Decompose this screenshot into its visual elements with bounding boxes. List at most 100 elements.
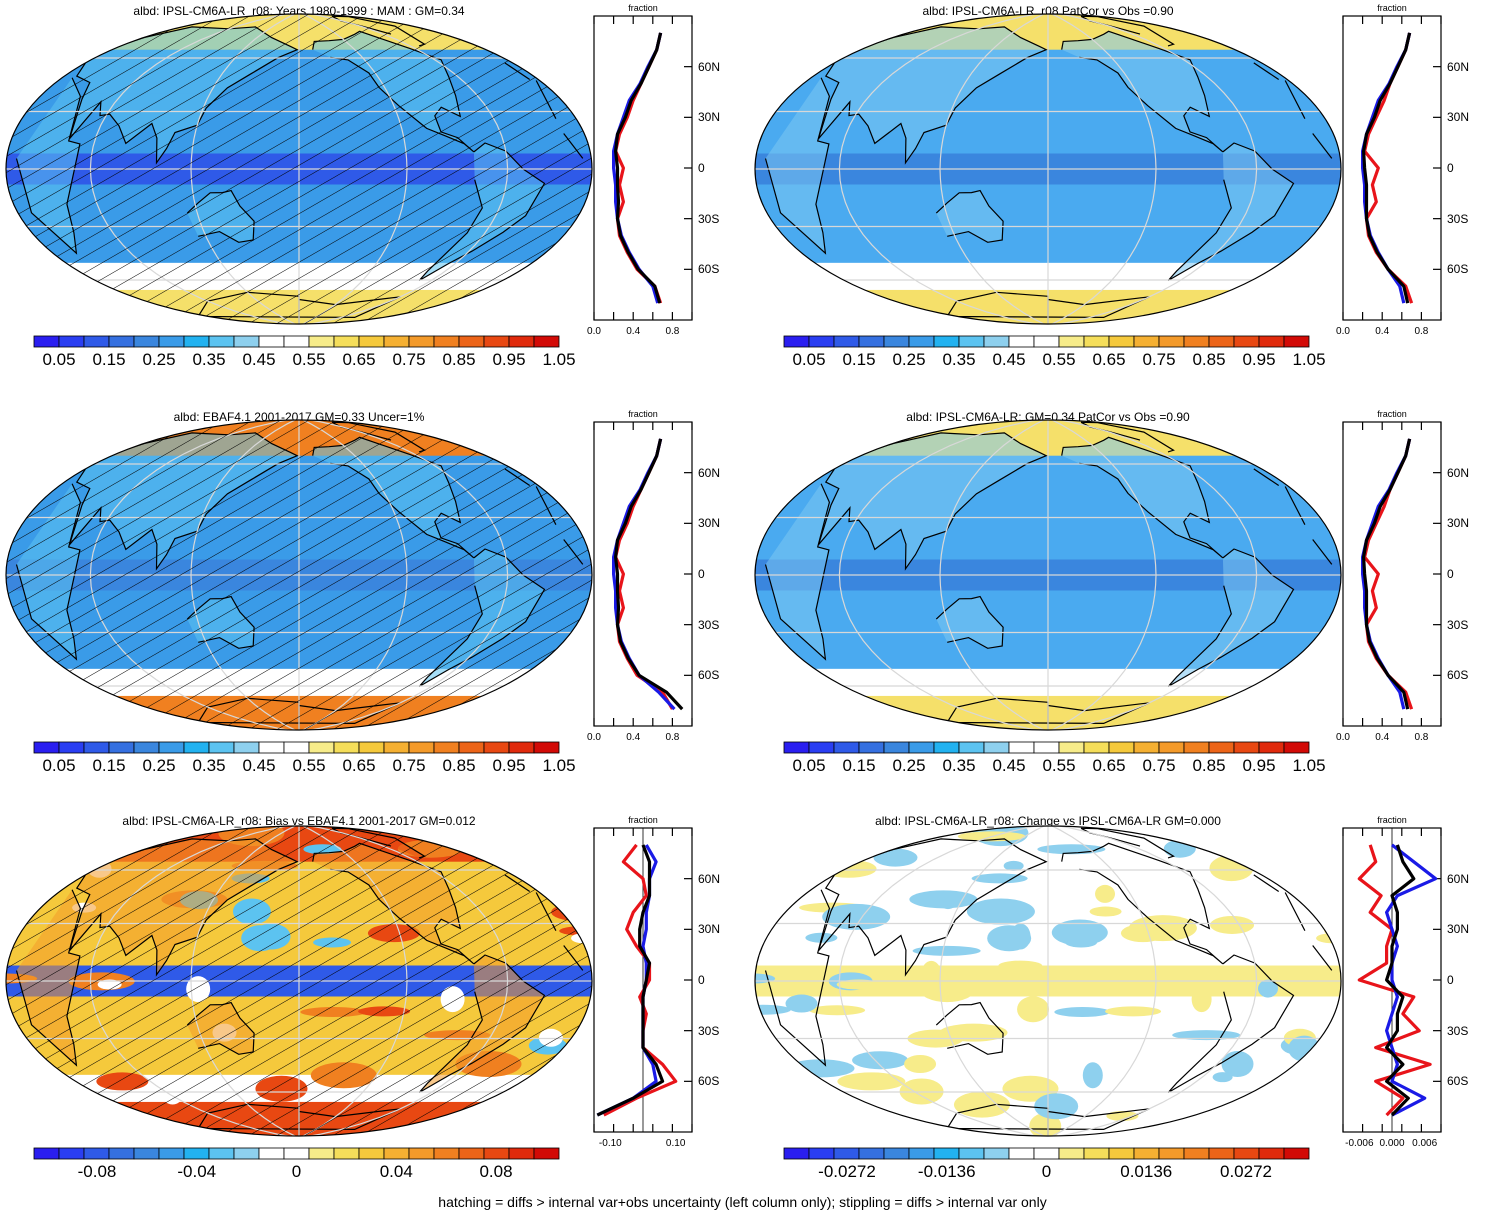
colorbar — [783, 335, 1310, 348]
anomaly-blob — [1089, 906, 1122, 917]
colorbar-swatch — [1083, 1147, 1110, 1160]
colorbar-swatch — [33, 741, 60, 754]
colorbar-label: 0.95 — [1242, 756, 1276, 775]
anomaly-blob — [863, 1119, 908, 1130]
latitude-label: 0 — [1447, 567, 1454, 581]
colorbar-swatch — [1208, 335, 1235, 348]
colorbar-swatch — [483, 335, 510, 348]
colorbar-swatch — [1258, 1147, 1285, 1160]
colorbar-swatch — [1258, 741, 1285, 754]
latitude-label: 60N — [1447, 871, 1470, 886]
colorbar-swatch — [1058, 335, 1085, 348]
profile-xtick-label: 0.8 — [1414, 326, 1429, 337]
colorbar-label: 0.15 — [92, 350, 126, 369]
map-panel — [5, 419, 593, 731]
map-border — [5, 825, 593, 1137]
latitude-label: 60N — [1447, 465, 1470, 480]
colorbar-label: 0.35 — [192, 350, 226, 369]
colorbar-swatch — [1083, 741, 1110, 754]
latitude-label: 60N — [698, 465, 721, 480]
colorbar-swatch — [1258, 335, 1285, 348]
colorbar-label: 0.25 — [892, 350, 926, 369]
colorbar-swatch — [1158, 335, 1185, 348]
colorbar-swatch — [333, 741, 360, 754]
colorbar-swatch — [1183, 1147, 1210, 1160]
graticule-lon — [939, 420, 1049, 730]
profile-title: fraction — [628, 3, 658, 13]
colorbar-label: 0.65 — [1092, 350, 1126, 369]
anomaly-blob — [1105, 1006, 1162, 1017]
colorbar-swatch — [1208, 1147, 1235, 1160]
coastline-africa — [764, 77, 1333, 255]
colorbar-swatch — [433, 335, 460, 348]
latitude-label: 0 — [698, 161, 705, 175]
colorbar-label: -0.04 — [177, 1162, 217, 1181]
colorbar — [783, 741, 1310, 754]
map-panel — [754, 419, 1342, 731]
latitude-label: 60N — [698, 59, 721, 74]
graticule-lon — [939, 14, 1049, 324]
coastline-eurasia — [817, 838, 1280, 977]
graticule-lon — [1047, 826, 1258, 1136]
colorbar-swatch — [1183, 741, 1210, 754]
colorbar-swatch — [1208, 741, 1235, 754]
colorbar-swatch — [1133, 335, 1160, 348]
latitude-label: 60S — [1447, 1074, 1469, 1089]
anomaly-blob — [966, 898, 1035, 925]
colorbar-swatch — [83, 335, 110, 348]
colorbar-swatch — [133, 335, 160, 348]
colorbar-swatch — [858, 1147, 885, 1160]
colorbar-label: 0.85 — [442, 350, 476, 369]
colorbar-label: 0.45 — [242, 350, 276, 369]
profile-title: fraction — [628, 409, 658, 419]
colorbar-label: -0.08 — [77, 1162, 117, 1181]
latitude-label: 60S — [698, 262, 720, 277]
colorbar-label: 0.85 — [1192, 756, 1226, 775]
colorbar-swatch — [408, 1147, 435, 1160]
colorbar-swatch — [1083, 335, 1110, 348]
map-panel — [754, 825, 1342, 1137]
colorbar-label: 0.04 — [379, 1162, 413, 1181]
profile-line-black — [596, 844, 665, 1117]
colorbar-swatch — [258, 741, 285, 754]
anomaly-blob — [1191, 986, 1212, 1013]
latitude-label: 0 — [698, 567, 705, 581]
hatching — [6, 14, 592, 324]
colorbar-label: 0.15 — [842, 350, 876, 369]
colorbar-swatch — [533, 1147, 560, 1160]
colorbar-swatch — [83, 1147, 110, 1160]
map-panel — [5, 825, 593, 1137]
anomaly-blob — [1095, 884, 1116, 903]
colorbar-label: 0.85 — [442, 756, 476, 775]
anomaly-blob — [836, 979, 881, 990]
colorbar-swatch — [1233, 335, 1260, 348]
colorbar-label: 0.55 — [292, 756, 326, 775]
colorbar-swatch — [808, 335, 835, 348]
colorbar-label: 0.45 — [992, 350, 1026, 369]
colorbar-label: 0.55 — [1042, 756, 1076, 775]
colorbar-label: 0.25 — [892, 756, 926, 775]
graticule-lon — [1047, 14, 1157, 324]
colorbar-label: 0.25 — [142, 756, 176, 775]
colorbar-label: 0.55 — [292, 350, 326, 369]
colorbar-swatch — [483, 741, 510, 754]
colorbar-swatch — [1008, 741, 1035, 754]
colorbar-label: 0.05 — [792, 756, 826, 775]
graticule-lon — [1047, 14, 1258, 324]
colorbar — [783, 1147, 1310, 1160]
colorbar-swatch — [383, 335, 410, 348]
colorbar-swatch — [883, 741, 910, 754]
colorbar-label: 0.65 — [1092, 756, 1126, 775]
graticule-lon — [838, 826, 1049, 1136]
map-border — [754, 419, 1342, 731]
latitude-label: 30N — [698, 516, 721, 531]
anomaly-blob — [837, 1072, 906, 1091]
profile-line-red — [603, 843, 678, 1117]
colorbar-label: 1.05 — [542, 756, 576, 775]
coastline-australia — [935, 595, 1004, 649]
map-border — [754, 13, 1342, 325]
profile-title: fraction — [1377, 409, 1407, 419]
colorbar-swatch — [308, 335, 335, 348]
profile-line-black — [1362, 32, 1412, 304]
profile-xtick-label: 0.0 — [1336, 732, 1350, 743]
